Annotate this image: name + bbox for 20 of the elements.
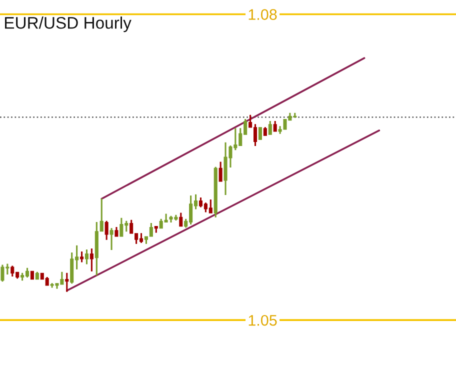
candlestick [90, 248, 94, 272]
candlestick [110, 228, 114, 250]
candlestick [273, 121, 277, 132]
y-tick-label: 1.05 [248, 314, 277, 326]
candlestick [263, 127, 267, 136]
y-tick-label: 1.08 [248, 9, 277, 20]
candlestick [80, 252, 84, 262]
candlestick [218, 162, 222, 182]
candlestick [35, 272, 39, 280]
candlestick [258, 127, 262, 140]
candlestick [104, 220, 108, 240]
candlestick [114, 227, 118, 237]
candlestick [30, 270, 34, 280]
text: EUR/USD Hourly [5, 16, 132, 32]
candlestick [268, 121, 272, 135]
candlestick [65, 272, 69, 292]
candlestick [154, 226, 158, 233]
candlestick [84, 249, 89, 264]
candlestick [214, 166, 218, 218]
candlestick [179, 212, 183, 227]
